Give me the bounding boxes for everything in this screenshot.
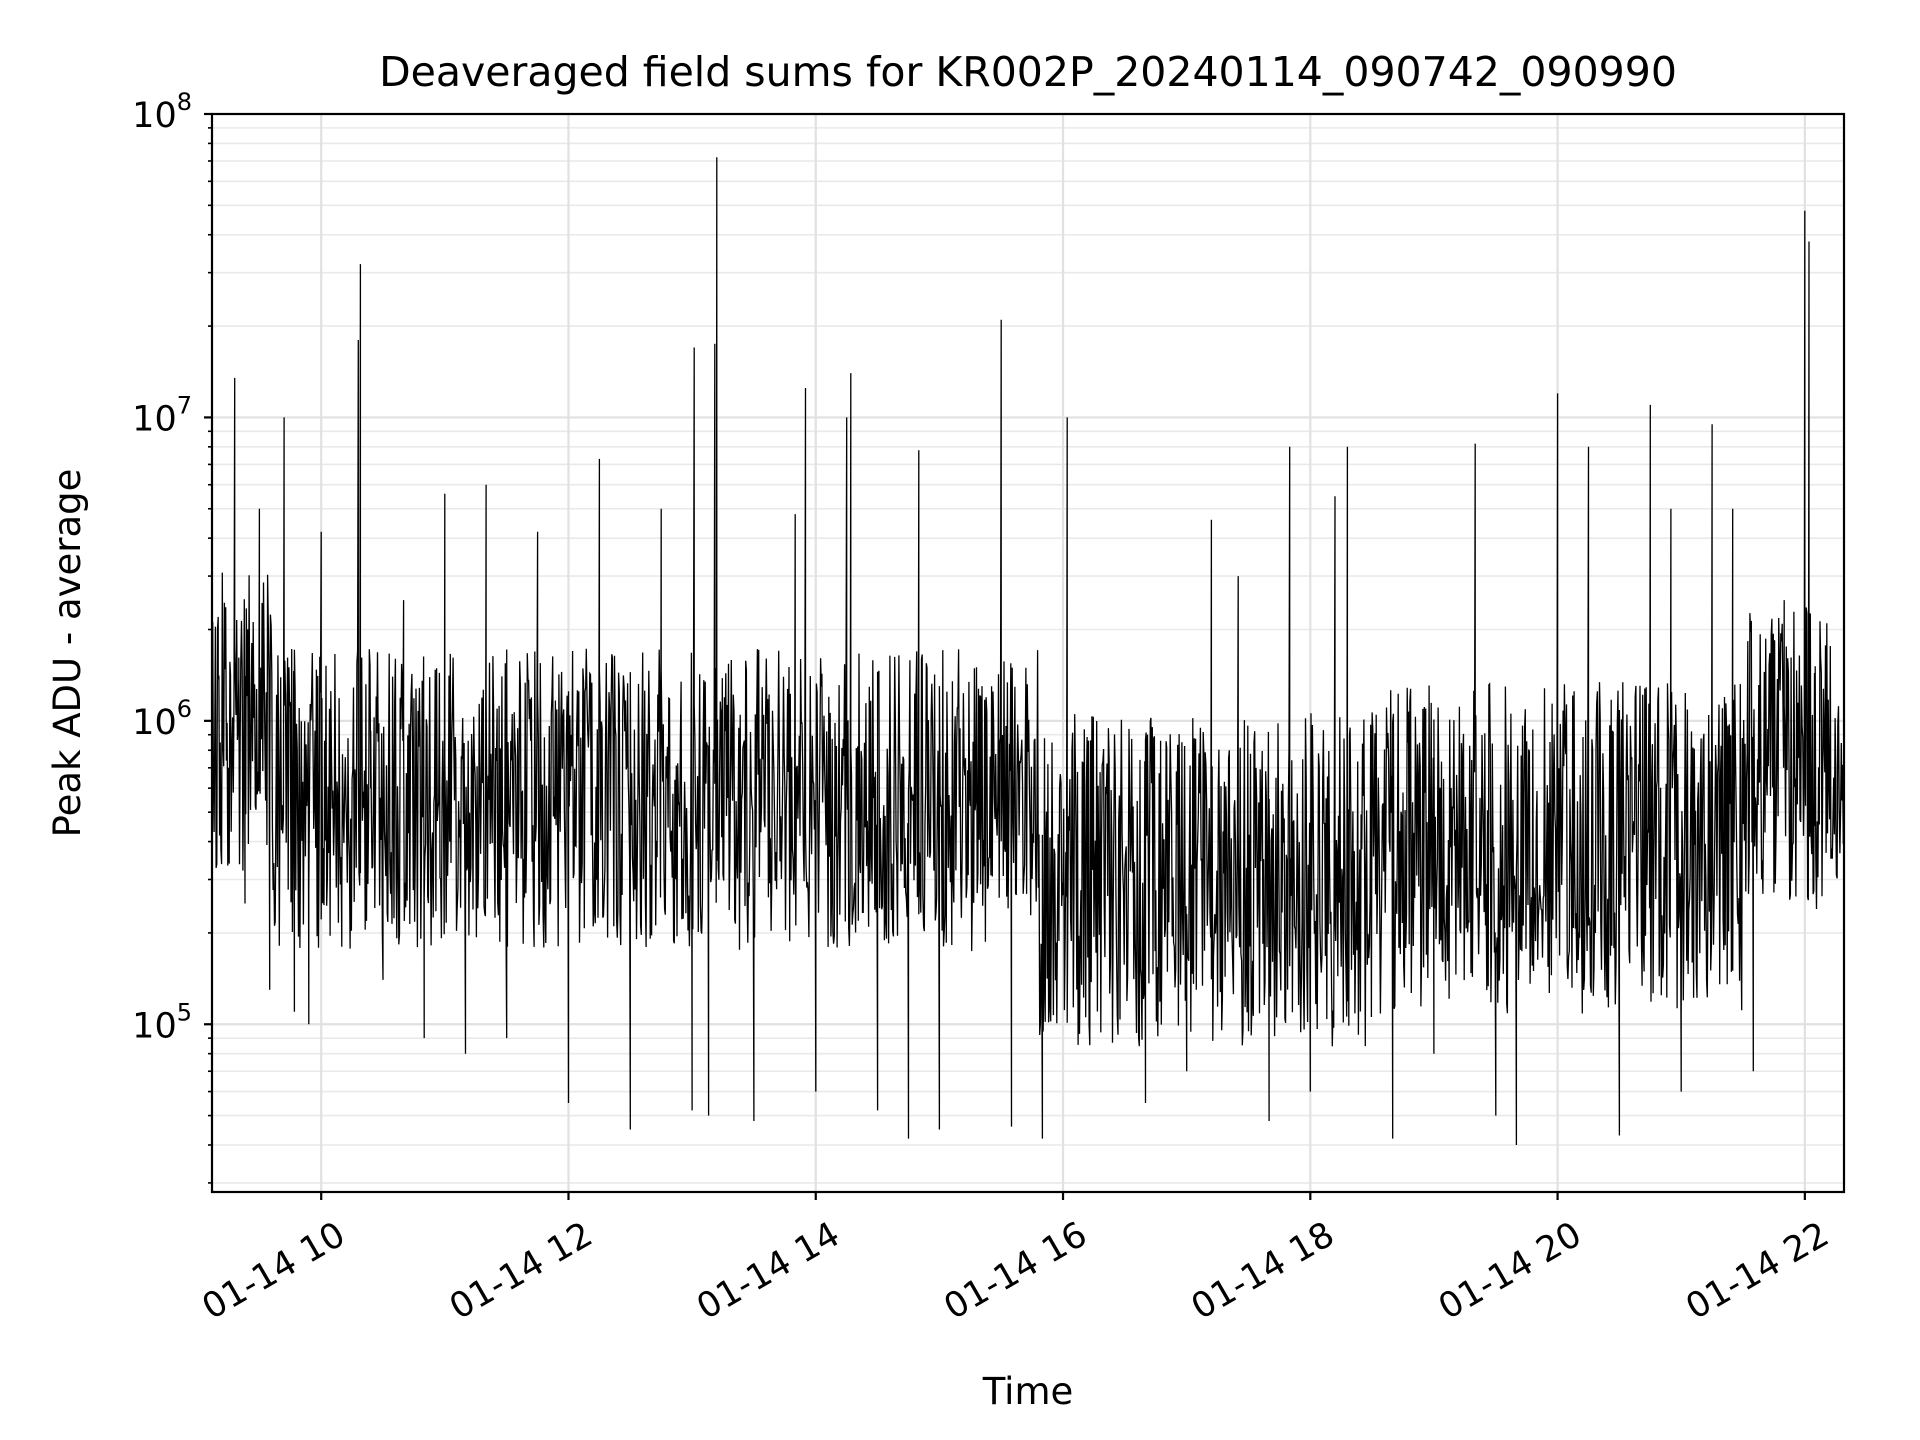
x-axis-label: Time — [982, 1370, 1074, 1413]
plot-frame — [210, 112, 1846, 1194]
series-line — [211, 157, 1845, 1146]
y-tick-label: 107 — [132, 391, 192, 439]
y-tick-label: 105 — [132, 998, 192, 1046]
chart-title: Deaveraged field sums for KR002P_2024011… — [379, 48, 1677, 96]
y-axis-label: Peak ADU - average — [46, 469, 89, 838]
y-tick-label: 106 — [132, 695, 192, 743]
y-axis: 105 106 107 108 — [132, 88, 212, 1184]
series-path — [211, 157, 1845, 1146]
y-tick-label: 108 — [132, 88, 192, 136]
